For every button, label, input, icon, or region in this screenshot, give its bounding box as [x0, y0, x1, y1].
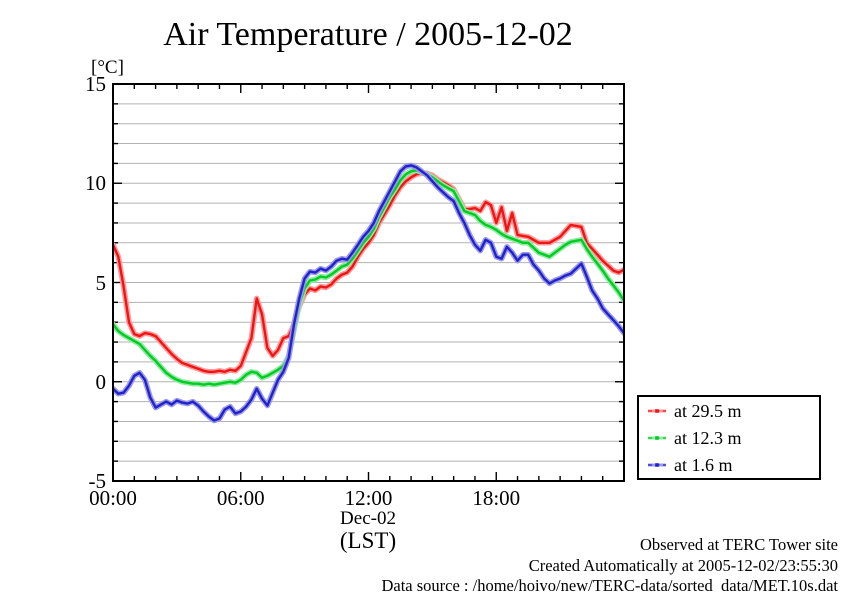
y-tick-label: 15	[85, 72, 106, 96]
y-tick-label: 5	[95, 270, 107, 295]
x-axis-date-label: Dec-02	[340, 508, 396, 529]
legend-box: at 29.5 m at 12.3 m at 1.6 m	[637, 395, 821, 480]
legend-entry-label: at 1.6 m	[674, 454, 733, 475]
footer-observed-line: Observed at TERC Tower site	[639, 535, 838, 554]
x-tick-label: 18:00	[472, 486, 521, 510]
legend-line-marker-icon	[648, 462, 666, 467]
series-line-at-1.6-m	[113, 162, 625, 424]
legend-entry: at 29.5 m	[647, 402, 819, 420]
chart-title: Air Temperature / 2005-12-02	[163, 16, 573, 53]
series-line-at-12.3-m	[113, 167, 625, 388]
plot-frame	[112, 83, 625, 482]
series-line-at-29.5-m	[113, 170, 625, 375]
x-tick-label: 00:00	[89, 486, 137, 510]
y-tick-label: 0	[95, 369, 107, 394]
legend-entry-label: at 29.5 m	[674, 400, 742, 421]
y-tick-label: 10	[85, 171, 106, 196]
legend-entry: at 1.6 m	[647, 456, 819, 474]
y-axis-unit-label: [°C]	[91, 57, 124, 78]
footer-credits: Observed at TERC Tower site Created Auto…	[381, 535, 838, 595]
legend-entry: at 12.3 m	[647, 429, 819, 447]
legend-line-marker-icon	[648, 408, 666, 413]
x-tick-label: 06:00	[216, 486, 265, 510]
x-tick-label: 12:00	[344, 486, 393, 510]
x-axis-timezone-label: (LST)	[339, 528, 397, 553]
y-tick-label: -5	[88, 469, 107, 493]
footer-datasource-line: Data source : /home/hoivo/new/TERC-data/…	[381, 576, 838, 595]
legend-entry-label: at 12.3 m	[674, 427, 742, 448]
footer-created-line: Created Automatically at 2005-12-02/23:5…	[528, 555, 838, 575]
legend-line-marker-icon	[648, 435, 666, 440]
